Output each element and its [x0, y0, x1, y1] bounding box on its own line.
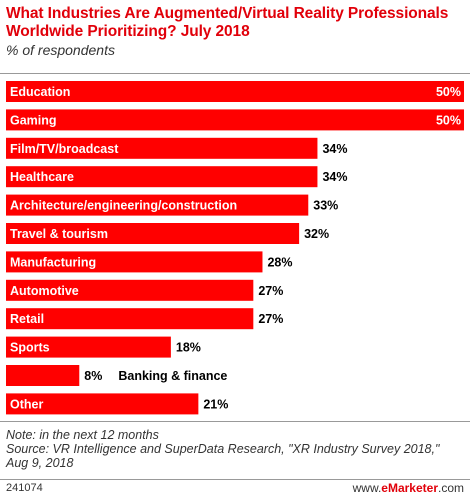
value-label-travel-tourism: 32% — [304, 227, 329, 241]
bar-education — [6, 81, 464, 102]
source-text: Source: VR Intelligence and SuperData Re… — [6, 442, 440, 470]
chart-subtitle: % of respondents — [6, 42, 115, 58]
value-label-healthcare: 34% — [322, 170, 347, 184]
category-label-retail: Retail — [10, 312, 44, 326]
bar-banking-finance — [6, 365, 80, 386]
value-label-manufacturing: 28% — [267, 255, 292, 269]
value-label-banking-finance: 8% — [84, 369, 102, 383]
bar-healthcare — [6, 166, 318, 188]
notes: Note: in the next 12 months Source: VR I… — [6, 428, 464, 470]
note-text: Note: in the next 12 months — [6, 428, 159, 442]
category-label-education: Education — [10, 85, 70, 99]
category-label-banking-finance: Banking & finance — [118, 369, 227, 383]
bars-group: 50% Education 50% Gaming 34% Film/TV/broadcas… — [6, 81, 464, 415]
bar-retail — [6, 308, 254, 330]
value-label-automotive: 27% — [258, 284, 283, 298]
bar-chart: 50% Education 50% Gaming 34% Film/TV/broadcas… — [0, 73, 470, 422]
value-label-sports: 18% — [176, 341, 201, 355]
brand-name: eMarketer — [381, 481, 438, 495]
category-label-architecture-engineering-construction: Architecture/engineering/construction — [10, 199, 237, 213]
category-label-other: Other — [10, 397, 43, 411]
value-label-other: 21% — [203, 397, 228, 411]
brand: www.eMarketer.com — [353, 481, 464, 495]
category-label-gaming: Gaming — [10, 113, 57, 127]
bar-sports — [6, 336, 171, 358]
value-label-gaming: 50% — [436, 113, 461, 127]
bar-film-tv-broadcast — [6, 137, 318, 159]
bar-automotive — [6, 279, 254, 301]
bar-architecture-engineering-construction — [6, 194, 309, 216]
value-label-education: 50% — [436, 85, 461, 99]
brand-prefix: www. — [352, 481, 382, 495]
value-label-retail: 27% — [258, 312, 283, 326]
bar-travel-tourism — [6, 223, 300, 244]
value-label-architecture-engineering-construction: 33% — [313, 199, 338, 213]
category-label-automotive: Automotive — [10, 284, 79, 298]
category-label-travel-tourism: Travel & tourism — [10, 227, 108, 241]
value-label-film-tv-broadcast: 34% — [322, 142, 347, 156]
bar-manufacturing — [6, 251, 263, 273]
footer-divider — [0, 479, 470, 480]
chart-title: What Industries Are Augmented/Virtual Re… — [6, 5, 449, 40]
category-label-film-tv-broadcast: Film/TV/broadcast — [10, 142, 119, 156]
bar-other — [6, 393, 199, 415]
bar-gaming — [6, 109, 464, 131]
category-label-healthcare: Healthcare — [10, 170, 74, 184]
brand-suffix: .com — [437, 481, 464, 495]
category-label-sports: Sports — [10, 341, 50, 355]
chart-id: 241074 — [6, 482, 43, 494]
category-label-manufacturing: Manufacturing — [10, 255, 96, 269]
